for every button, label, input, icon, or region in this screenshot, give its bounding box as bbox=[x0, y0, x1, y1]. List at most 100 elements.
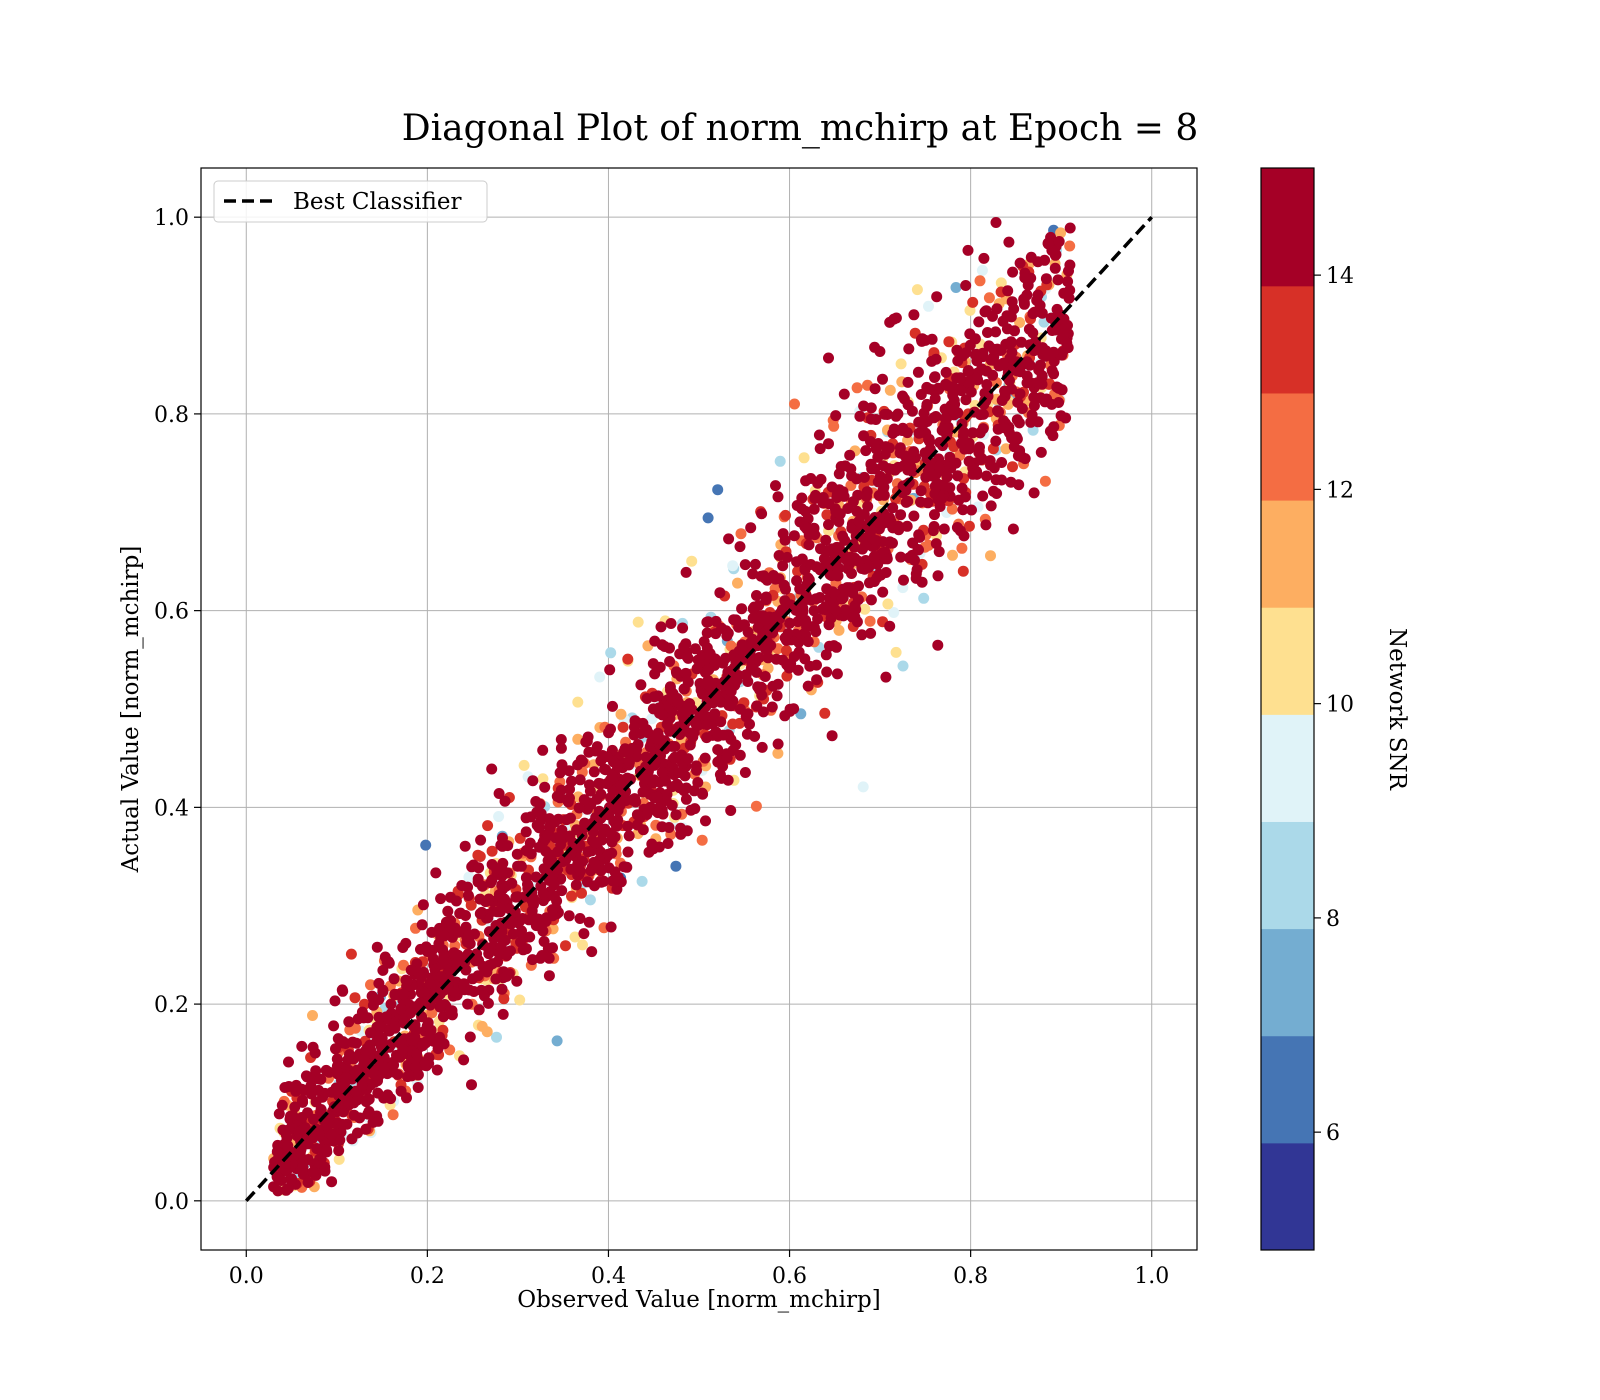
scatter-point bbox=[679, 770, 691, 782]
scatter-point bbox=[520, 872, 532, 884]
scatter-point bbox=[623, 755, 635, 767]
scatter-point bbox=[481, 966, 493, 978]
scatter-point bbox=[877, 373, 888, 385]
scatter-point bbox=[681, 651, 693, 663]
colorbar-segment bbox=[1261, 821, 1314, 930]
scatter-point bbox=[898, 393, 910, 405]
scatter-point bbox=[669, 752, 681, 764]
plot-area-frame bbox=[200, 167, 1198, 1251]
scatter-point bbox=[868, 550, 880, 562]
scatter-point bbox=[751, 700, 763, 712]
scatter-point bbox=[779, 534, 791, 546]
scatter-point bbox=[734, 703, 746, 715]
scatter-point bbox=[547, 869, 559, 881]
scatter-point bbox=[437, 955, 449, 967]
scatter-point bbox=[615, 876, 627, 888]
scatter-point bbox=[387, 1109, 399, 1121]
scatter-point bbox=[397, 942, 409, 953]
scatter-point bbox=[530, 871, 542, 883]
scatter-point bbox=[965, 386, 977, 398]
legend: Best Classifier bbox=[213, 180, 488, 223]
scatter-point bbox=[739, 767, 751, 778]
y-tick-label: 0.2 bbox=[154, 993, 189, 1018]
scatter-point bbox=[671, 778, 683, 790]
scatter-point bbox=[772, 678, 784, 690]
scatter-point bbox=[566, 775, 577, 787]
scatter-point bbox=[895, 551, 907, 563]
scatter-point bbox=[637, 717, 649, 729]
scatter-point bbox=[985, 500, 997, 512]
scatter-point bbox=[420, 1060, 432, 1072]
scatter-point bbox=[537, 744, 549, 756]
scatter-point bbox=[463, 871, 475, 883]
scatter-point bbox=[740, 711, 752, 723]
scatter-point bbox=[803, 539, 815, 551]
scatter-point bbox=[328, 1020, 340, 1032]
scatter-point bbox=[865, 594, 877, 606]
scatter-point bbox=[964, 339, 976, 351]
scatter-point bbox=[575, 754, 587, 766]
scatter-point bbox=[700, 679, 712, 691]
scatter-point bbox=[637, 786, 649, 798]
scatter-point bbox=[884, 384, 896, 396]
scatter-point bbox=[990, 326, 1002, 338]
scatter-point bbox=[401, 975, 413, 987]
scatter-point bbox=[783, 662, 795, 674]
scatter-point bbox=[976, 453, 988, 465]
scatter-point bbox=[1053, 236, 1065, 247]
colorbar-segment bbox=[1261, 392, 1314, 501]
scatter-point bbox=[756, 741, 768, 753]
scatter-point bbox=[646, 713, 658, 725]
scatter-point bbox=[534, 798, 546, 810]
scatter-point bbox=[682, 753, 694, 765]
scatter-point bbox=[315, 1104, 327, 1115]
scatter-point bbox=[367, 1067, 379, 1079]
scatter-point bbox=[916, 576, 928, 588]
scatter-point bbox=[643, 846, 655, 858]
scatter-point bbox=[717, 657, 729, 669]
scatter-point bbox=[849, 611, 861, 623]
scatter-point bbox=[714, 695, 726, 707]
scatter-point bbox=[352, 1127, 363, 1139]
scatter-point bbox=[464, 1031, 476, 1043]
scatter-point bbox=[999, 385, 1011, 397]
scatter-point bbox=[1005, 311, 1017, 323]
scatter-point bbox=[499, 795, 511, 807]
scatter-point bbox=[307, 1166, 319, 1178]
scatter-point bbox=[427, 953, 439, 965]
scatter-point bbox=[995, 277, 1007, 289]
scatter-point bbox=[282, 1140, 294, 1152]
scatter-point bbox=[944, 482, 956, 494]
scatter-point bbox=[805, 559, 817, 570]
scatter-point bbox=[853, 515, 865, 527]
scatter-point bbox=[812, 477, 824, 489]
scatter-point bbox=[1018, 296, 1030, 308]
scatter-point bbox=[790, 604, 802, 616]
scatter-point bbox=[1015, 336, 1027, 348]
scatter-point bbox=[792, 664, 804, 676]
scatter-point bbox=[649, 668, 661, 680]
scatter-point bbox=[908, 309, 920, 321]
scatter-point bbox=[498, 993, 510, 1005]
scatter-point bbox=[921, 401, 933, 413]
scatter-point bbox=[388, 973, 400, 985]
scatter-point bbox=[347, 1036, 359, 1048]
scatter-point bbox=[911, 284, 923, 296]
scatter-point bbox=[655, 621, 667, 633]
scatter-point bbox=[543, 970, 555, 982]
scatter-point bbox=[932, 639, 944, 651]
scatter-point bbox=[527, 775, 539, 787]
scatter-point bbox=[905, 454, 917, 466]
scatter-point bbox=[950, 282, 962, 293]
x-axis-ticks: 0.0 0.2 0.4 0.6 0.8 1.0 bbox=[229, 1250, 1169, 1289]
scatter-point bbox=[1035, 446, 1047, 458]
scatter-point bbox=[577, 939, 588, 951]
scatter-point bbox=[1042, 238, 1054, 250]
scatter-point bbox=[957, 504, 969, 516]
scatter-point bbox=[801, 523, 813, 535]
scatter-point bbox=[739, 559, 751, 571]
scatter-point bbox=[830, 569, 842, 581]
scatter-point bbox=[490, 973, 502, 985]
scatter-point bbox=[844, 449, 856, 461]
scatter-point bbox=[617, 721, 629, 733]
